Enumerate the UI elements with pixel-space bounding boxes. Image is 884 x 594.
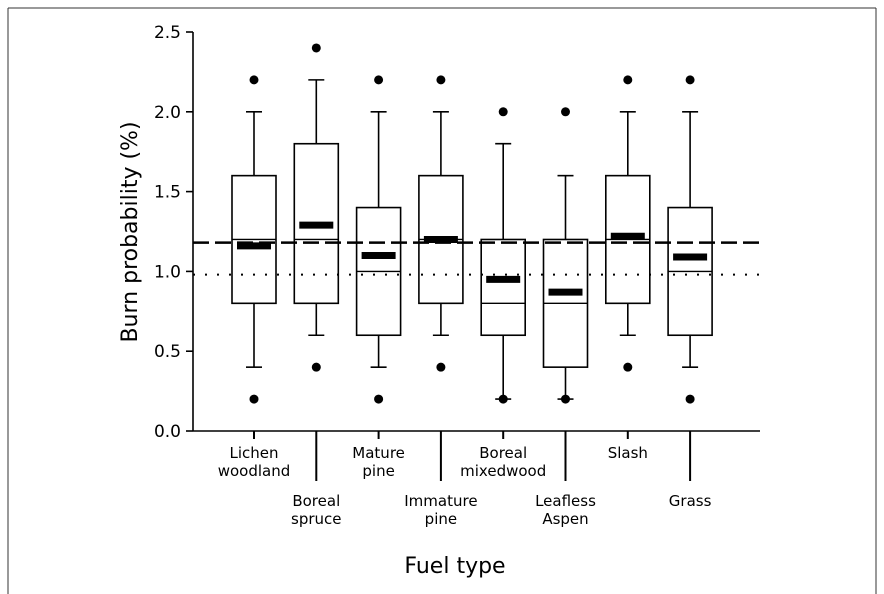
box-group-7	[667, 75, 713, 404]
category-label: pine	[425, 510, 457, 528]
box-series	[231, 43, 713, 404]
reference-lines	[193, 241, 760, 276]
y-axis-title: Burn probability (%)	[118, 121, 143, 342]
y-tick-label: 2.0	[154, 103, 181, 123]
outlier-point	[561, 107, 570, 117]
category-label: Aspen	[542, 510, 588, 528]
box-group-6	[604, 75, 651, 372]
category-label: Boreal	[479, 444, 527, 462]
outlier-point	[685, 75, 695, 85]
category-label: Slash	[608, 444, 648, 462]
category-label: Lichen	[229, 444, 278, 462]
box-group-5	[542, 107, 589, 404]
category-label: spruce	[291, 510, 342, 528]
category-label: Mature	[352, 444, 405, 462]
outlier-point	[498, 107, 508, 117]
outlier-point	[436, 75, 446, 85]
category-label: Grass	[669, 492, 712, 510]
box-group-2	[355, 75, 402, 404]
outlier-point	[374, 394, 384, 404]
y-tick-label: 0.0	[154, 422, 181, 442]
axes: 0.00.51.01.52.02.5LichenwoodlandBorealsp…	[154, 23, 760, 528]
y-tick-label: 2.5	[154, 23, 181, 43]
box-group-0	[231, 75, 277, 404]
x-axis-title: Fuel type	[404, 554, 505, 579]
interquartile-box	[293, 142, 340, 305]
outlier-point	[374, 75, 384, 85]
category-label: Leafless	[535, 492, 596, 510]
category-label: Boreal	[292, 492, 340, 510]
category-label: pine	[362, 462, 394, 480]
figure-border	[7, 7, 877, 594]
y-tick-label: 1.0	[154, 262, 181, 282]
box-group-1	[293, 43, 340, 372]
category-label: mixedwood	[460, 462, 546, 480]
outlier-point	[436, 362, 446, 372]
y-tick-label: 1.5	[154, 183, 181, 203]
outlier-point	[498, 394, 508, 404]
box-group-4	[480, 107, 527, 404]
y-tick-label: 0.5	[154, 342, 181, 362]
category-label: woodland	[218, 462, 291, 480]
outlier-point	[311, 362, 321, 372]
category-label: Immature	[404, 492, 477, 510]
outlier-point	[249, 394, 259, 404]
outlier-point	[311, 43, 321, 53]
outlier-point	[623, 75, 633, 85]
outlier-point	[623, 362, 633, 372]
outlier-point	[685, 394, 695, 404]
box-group-3	[418, 75, 464, 372]
interquartile-box	[480, 238, 527, 337]
outlier-point	[561, 394, 570, 404]
outlier-point	[249, 75, 259, 85]
